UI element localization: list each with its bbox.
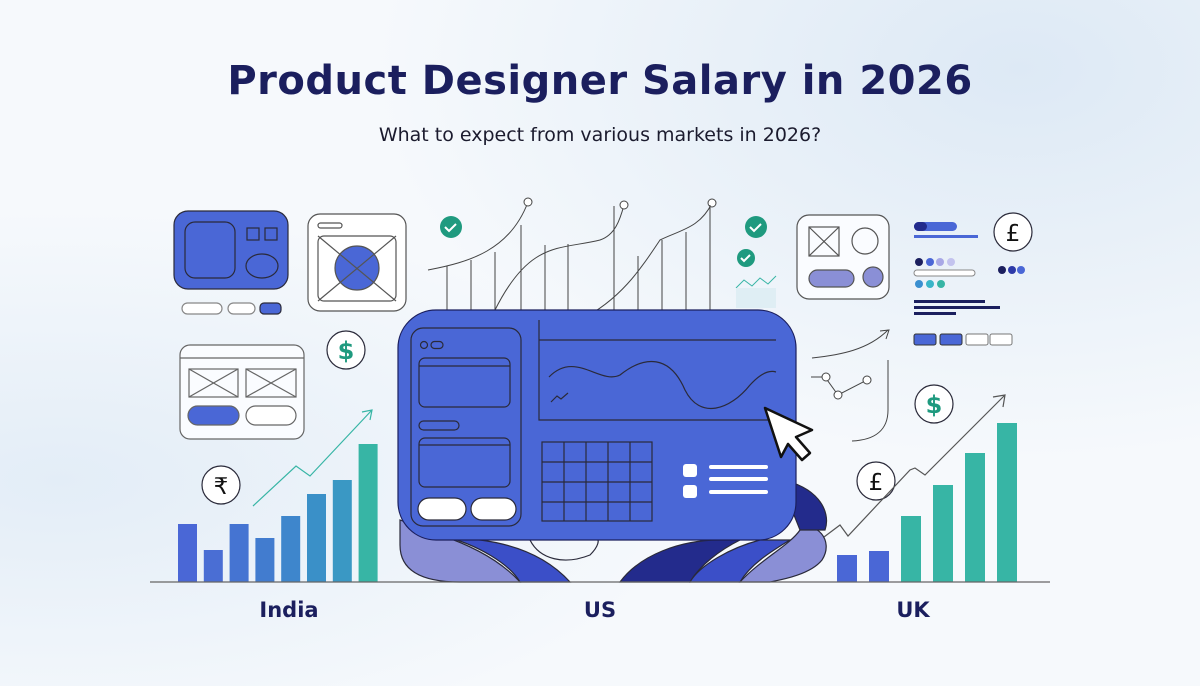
rupee-coin-icon: ₹ — [201, 465, 241, 505]
monitor-stand — [399, 479, 827, 583]
bar — [307, 494, 326, 582]
check-icon — [440, 216, 462, 238]
image-placeholder-card — [307, 213, 407, 312]
pound-coin-icon: £ — [993, 212, 1033, 252]
india-trend-arrow — [252, 409, 373, 507]
ui-components-card — [796, 214, 890, 300]
check-icon — [745, 216, 767, 238]
market-label-uk: UK — [896, 598, 930, 622]
pound-symbol: £ — [869, 470, 884, 496]
bar — [997, 423, 1017, 582]
check-icon — [737, 249, 755, 267]
bar — [933, 485, 953, 582]
bar — [869, 551, 889, 582]
bar — [837, 555, 857, 582]
ui-card-blue — [173, 210, 289, 290]
monitor — [397, 309, 797, 541]
bar — [358, 444, 378, 582]
bar — [281, 516, 301, 582]
pound-coin-icon: £ — [856, 461, 896, 501]
page-subtitle: What to expect from various markets in 2… — [378, 124, 822, 146]
cursor-icon — [763, 406, 814, 462]
ui-kit-elements — [913, 222, 1025, 346]
bar — [901, 516, 921, 582]
india-bar-chart — [178, 444, 378, 582]
uk-trend-arrow — [819, 394, 1006, 541]
wireframe-card — [179, 344, 305, 440]
page-title: Product Designer Salary in 2026 — [227, 58, 973, 104]
bar — [203, 550, 223, 582]
list-icon — [683, 464, 768, 498]
pill-buttons — [181, 302, 282, 315]
pound-symbol: £ — [1006, 221, 1021, 247]
market-label-india: India — [259, 598, 319, 622]
dollar-coin-icon: $ — [326, 330, 366, 370]
bar — [332, 480, 352, 582]
bar — [178, 524, 197, 582]
bar — [965, 453, 985, 582]
bar — [229, 524, 249, 582]
rupee-symbol: ₹ — [214, 474, 229, 500]
dollar-coin-icon: $ — [914, 384, 954, 424]
bar — [255, 538, 275, 582]
growth-curves — [427, 197, 717, 321]
uk-bar-chart — [837, 423, 1017, 582]
table-grid — [541, 441, 653, 522]
dollar-symbol: $ — [926, 391, 943, 419]
dollar-symbol: $ — [338, 337, 355, 365]
small-charts — [735, 275, 890, 442]
market-label-us: US — [583, 598, 617, 622]
